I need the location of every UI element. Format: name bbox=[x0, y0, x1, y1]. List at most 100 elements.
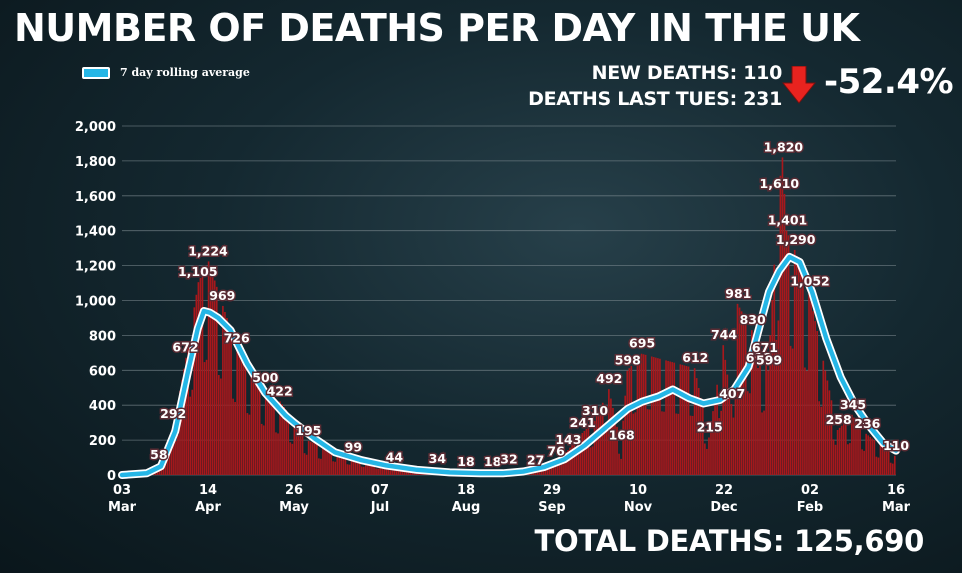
daily-bar bbox=[863, 450, 865, 475]
daily-bar bbox=[277, 433, 279, 475]
daily-bar bbox=[795, 255, 798, 475]
daily-bar bbox=[189, 396, 192, 475]
chart-title: NUMBER OF DEATHS PER DAY IN THE UK bbox=[14, 6, 860, 50]
daily-bar bbox=[213, 280, 216, 475]
daily-bar bbox=[309, 441, 312, 475]
daily-bar bbox=[281, 404, 283, 475]
daily-bar bbox=[665, 360, 667, 475]
daily-deaths-bars bbox=[124, 157, 896, 476]
daily-bar bbox=[885, 449, 888, 475]
daily-bar bbox=[575, 455, 578, 475]
daily-bar bbox=[891, 463, 894, 475]
daily-bar bbox=[683, 365, 686, 475]
daily-bar bbox=[761, 412, 763, 475]
daily-bar bbox=[238, 351, 241, 475]
daily-bar bbox=[381, 464, 384, 475]
daily-bar bbox=[279, 401, 281, 475]
daily-bar bbox=[663, 411, 665, 475]
daily-bar bbox=[289, 442, 292, 475]
daily-bar bbox=[781, 157, 784, 475]
daily-bar bbox=[626, 370, 629, 475]
x-tick-day: 18 bbox=[457, 483, 475, 498]
data-label: 1,290 bbox=[776, 232, 816, 247]
daily-bar bbox=[646, 409, 649, 475]
daily-bar bbox=[849, 443, 851, 475]
percent-change: -52.4% bbox=[824, 62, 954, 102]
daily-bar bbox=[650, 356, 653, 475]
data-label: 599 bbox=[756, 352, 782, 367]
data-label: 1,224 bbox=[188, 243, 228, 258]
y-tick-label: 2,000 bbox=[75, 120, 116, 135]
daily-bar bbox=[812, 311, 814, 475]
daily-bar bbox=[232, 398, 234, 475]
y-tick-label: 1,200 bbox=[75, 260, 116, 275]
daily-bar bbox=[591, 446, 594, 475]
daily-bar bbox=[620, 458, 622, 475]
daily-bar bbox=[818, 401, 821, 475]
daily-bar bbox=[160, 466, 163, 475]
x-tick-day: 10 bbox=[629, 483, 647, 498]
daily-bar bbox=[797, 261, 800, 475]
x-tick-month: Mar bbox=[882, 500, 911, 515]
daily-bar bbox=[220, 378, 222, 475]
daily-bar bbox=[830, 400, 833, 475]
data-label: 671 bbox=[752, 340, 778, 355]
daily-bar bbox=[618, 453, 620, 475]
daily-bar bbox=[708, 437, 710, 475]
x-tick-month: Sep bbox=[538, 500, 566, 515]
daily-bar bbox=[679, 364, 682, 475]
data-label: 44 bbox=[386, 449, 404, 464]
daily-bar bbox=[275, 432, 277, 475]
daily-bar bbox=[638, 356, 641, 475]
daily-bar bbox=[740, 311, 743, 475]
daily-bar bbox=[244, 359, 247, 475]
daily-bar bbox=[342, 453, 345, 475]
daily-bar bbox=[168, 435, 171, 475]
data-label: 241 bbox=[570, 415, 596, 430]
daily-bar bbox=[773, 264, 776, 475]
x-tick-day: 14 bbox=[199, 483, 217, 498]
daily-bar bbox=[579, 435, 582, 475]
daily-bar bbox=[383, 464, 386, 475]
x-tick-month: Aug bbox=[452, 500, 481, 515]
daily-bar bbox=[636, 358, 639, 475]
daily-bar bbox=[199, 278, 202, 475]
daily-bar bbox=[616, 426, 618, 475]
daily-bar bbox=[728, 389, 731, 475]
daily-bar bbox=[173, 424, 175, 475]
data-label: 981 bbox=[725, 286, 751, 301]
daily-bar bbox=[550, 463, 553, 475]
daily-bar bbox=[358, 459, 361, 475]
daily-bar bbox=[299, 429, 302, 475]
daily-bar bbox=[846, 444, 849, 475]
daily-bar bbox=[704, 443, 706, 475]
daily-bar bbox=[246, 413, 249, 475]
daily-bar bbox=[877, 457, 880, 475]
daily-bar bbox=[730, 403, 733, 475]
daily-bar bbox=[554, 461, 557, 475]
daily-bar bbox=[311, 442, 314, 475]
daily-bar bbox=[853, 417, 855, 475]
daily-bar bbox=[808, 291, 810, 475]
data-label: 345 bbox=[840, 397, 866, 412]
daily-bar bbox=[710, 424, 712, 475]
daily-bar bbox=[855, 420, 857, 475]
daily-bar bbox=[718, 418, 720, 475]
x-tick-day: 22 bbox=[715, 483, 733, 498]
daily-bar bbox=[746, 391, 749, 475]
daily-bar bbox=[222, 305, 224, 475]
daily-bar bbox=[787, 235, 790, 475]
daily-bar bbox=[207, 261, 210, 475]
daily-bar bbox=[260, 423, 263, 475]
stats-block: NEW DEATHS: 110 DEATHS LAST TUES: 231 bbox=[528, 60, 782, 112]
daily-bar bbox=[738, 307, 741, 475]
daily-bar bbox=[391, 470, 394, 475]
daily-bar bbox=[677, 413, 680, 475]
daily-bar bbox=[785, 230, 788, 475]
daily-bar bbox=[800, 267, 802, 475]
data-label: 18 bbox=[457, 454, 474, 469]
daily-bar bbox=[532, 472, 535, 475]
daily-bar bbox=[405, 471, 408, 475]
x-axis: 03 Mar 14 Apr 26 May 07 Jul 18 Aug 29 Sep 10 Nov 22 Dec… bbox=[108, 483, 911, 515]
daily-bar bbox=[203, 362, 206, 475]
